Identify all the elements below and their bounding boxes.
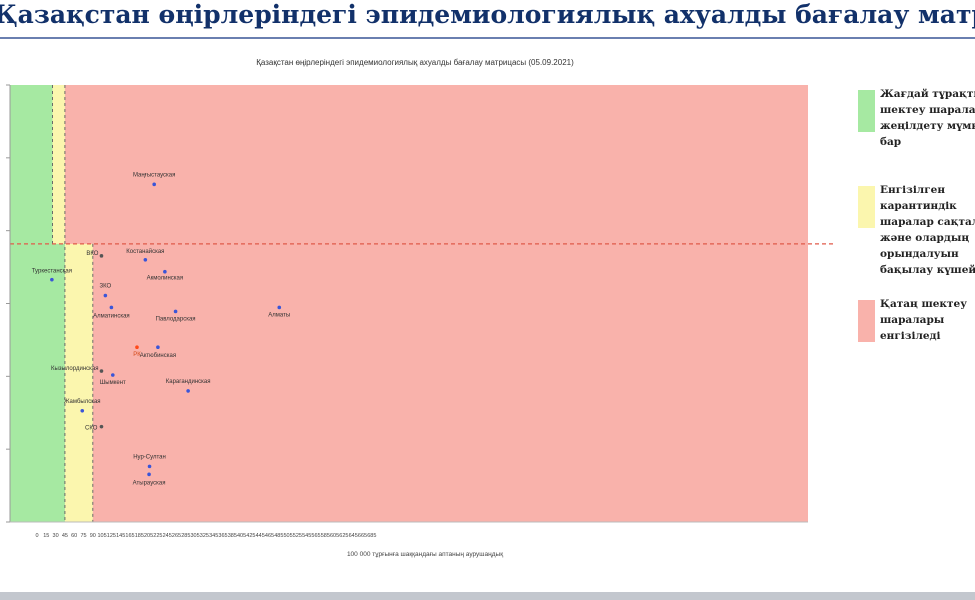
point-вко bbox=[99, 254, 104, 258]
x-tick-label: 665 bbox=[358, 533, 367, 539]
point-туркестанская-label: Туркестанская bbox=[32, 269, 72, 275]
point-павлодарская bbox=[173, 309, 178, 314]
x-tick-label: 605 bbox=[330, 533, 339, 539]
point-жамбылская bbox=[80, 408, 85, 413]
point-алматы-label: Алматы bbox=[268, 312, 290, 318]
x-tick-label: 645 bbox=[349, 533, 358, 539]
point-туркестанская bbox=[50, 277, 54, 282]
x-tick-label: 565 bbox=[311, 533, 320, 539]
point-маңғыстауская-label: Маңғыстауская bbox=[133, 172, 175, 178]
x-tick-label: 45 bbox=[62, 533, 68, 539]
x-axis-title: 100 000 тұрғынға шаққандағы аптаның ауру… bbox=[346, 551, 504, 558]
point-зко bbox=[103, 293, 108, 298]
x-tick-label: 585 bbox=[321, 533, 330, 539]
point-актюбинская bbox=[156, 345, 160, 350]
x-tick-label: 625 bbox=[339, 533, 348, 539]
zone-yellow-lower bbox=[64, 243, 93, 522]
point-зко-label: ЗКО bbox=[99, 284, 111, 290]
point-костанайская-label: Костанайская bbox=[126, 248, 164, 255]
legend-text-yellow: Енгізілген карантиндік шаралар сақтал жә… bbox=[880, 184, 975, 276]
point-актюбинская-label: Актюбинская bbox=[140, 353, 176, 359]
point-нур-султан bbox=[147, 464, 152, 469]
x-tick-label: 0 bbox=[35, 533, 38, 539]
point-кызылординская bbox=[99, 369, 104, 373]
x-tick-label: 125 bbox=[107, 533, 116, 539]
legend-swatch-yellow bbox=[858, 186, 875, 228]
zone-green-upper bbox=[10, 85, 53, 244]
footer-bar bbox=[0, 592, 975, 600]
point-алматы bbox=[277, 305, 282, 310]
x-tick-label: 105 bbox=[98, 533, 107, 539]
x-tick-label: 545 bbox=[302, 533, 311, 539]
x-tick-label: 185 bbox=[135, 533, 144, 539]
x-tick-label: 365 bbox=[218, 533, 227, 539]
x-tick-label: 205 bbox=[144, 533, 153, 539]
x-tick-label: 525 bbox=[293, 533, 302, 539]
x-tick-label: 685 bbox=[367, 533, 376, 539]
zone-green-lower bbox=[10, 243, 65, 522]
point-алматинская bbox=[109, 305, 114, 310]
x-tick-label: 225 bbox=[153, 533, 162, 539]
point-нур-султан-label: Нур-Султан bbox=[133, 454, 166, 460]
x-tick-label: 445 bbox=[256, 533, 265, 539]
x-tick-label: 15 bbox=[43, 533, 49, 539]
point-карагандинская bbox=[186, 389, 190, 393]
x-tick-label: 165 bbox=[125, 533, 134, 539]
x-tick-label: 60 bbox=[71, 533, 77, 539]
legend-swatch-red bbox=[858, 300, 875, 342]
point-рк-label: РК bbox=[133, 352, 141, 358]
point-ско bbox=[99, 424, 104, 429]
legend-swatch-green bbox=[858, 90, 875, 132]
point-атырауская-label: Атырауская bbox=[133, 480, 166, 486]
zone-yellow-upper bbox=[52, 85, 65, 244]
x-tick-label: 75 bbox=[80, 533, 86, 539]
point-акмолинская-label: Акмолинская bbox=[147, 276, 183, 282]
point-акмолинская bbox=[163, 269, 167, 274]
x-tick-label: 145 bbox=[116, 533, 125, 539]
point-шымкент bbox=[110, 373, 115, 377]
scatter-chart: 0 15 30 45 60 75 90 105 125 145 165 185 205 225 245 265… bbox=[6, 84, 835, 539]
point-маңғыстауская bbox=[152, 182, 156, 187]
x-tick-label: 425 bbox=[246, 533, 255, 539]
x-tick-label: 265 bbox=[172, 533, 181, 539]
x-tick-label: 245 bbox=[163, 533, 172, 539]
point-рк bbox=[135, 345, 139, 350]
x-tick-label: 485 bbox=[274, 533, 283, 539]
point-жамбылская-label: Жамбылская bbox=[64, 399, 101, 405]
point-павлодарская-label: Павлодарская bbox=[156, 316, 196, 322]
title-divider bbox=[0, 37, 975, 39]
x-tick-label: 505 bbox=[284, 533, 293, 539]
point-кызылординская-label: Кызылординская bbox=[51, 366, 98, 372]
x-tick-label: 285 bbox=[181, 533, 190, 539]
point-ско-label: СКО bbox=[85, 426, 98, 432]
point-шымкент-label: Шымкент bbox=[100, 380, 126, 386]
point-алматинская-label: Алматинская bbox=[93, 313, 130, 319]
x-tick-label: 90 bbox=[90, 533, 96, 539]
x-tick-label: 405 bbox=[237, 533, 246, 539]
x-tick-label: 30 bbox=[53, 533, 59, 539]
slide-title: Қазақстан өңірлеріндегі эпидемиологиялық… bbox=[0, 0, 975, 29]
x-tick-label: 305 bbox=[191, 533, 200, 539]
point-атырауская bbox=[147, 472, 151, 477]
x-tick-label: 385 bbox=[228, 533, 237, 539]
x-tick-label: 345 bbox=[209, 533, 218, 539]
point-костанайская bbox=[143, 258, 148, 262]
legend-text-red: Қатаң шектеу шаралары енгізіледі bbox=[880, 298, 967, 342]
x-tick-label: 465 bbox=[265, 533, 274, 539]
chart-title: Қазақстан өңірлеріндегі эпидемиологиялық… bbox=[256, 58, 574, 67]
point-вко-label: ВКО bbox=[86, 251, 98, 257]
point-карагандинская-label: Карагандинская bbox=[166, 379, 211, 385]
zone-red bbox=[10, 85, 808, 522]
legend-text-green: Жағдай тұрақты, шектеу шаралары жеңілдет… bbox=[880, 88, 975, 148]
x-tick-label: 325 bbox=[200, 533, 209, 539]
